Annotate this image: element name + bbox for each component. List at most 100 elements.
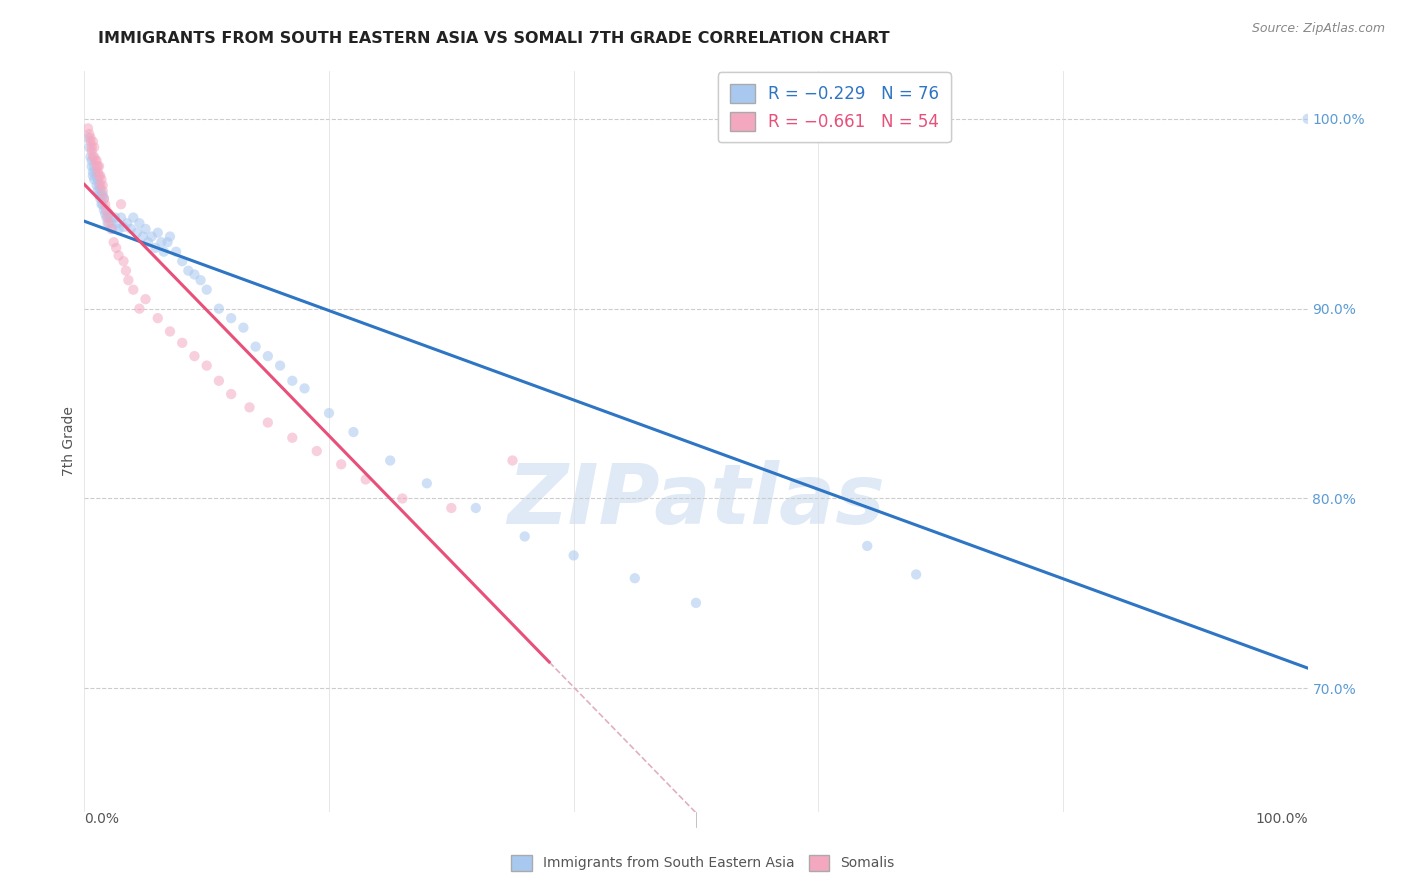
Point bbox=[82, 169, 104, 183]
Text: 0.0%: 0.0% bbox=[84, 812, 120, 826]
Text: IMMIGRANTS FROM SOUTH EASTERN ASIA VS SOMALI 7TH GRADE CORRELATION CHART: IMMIGRANTS FROM SOUTH EASTERN ASIA VS SO… bbox=[98, 31, 890, 46]
Point bbox=[82, 135, 104, 149]
Point bbox=[79, 135, 101, 149]
Point bbox=[153, 244, 176, 259]
Point bbox=[156, 235, 179, 250]
Point bbox=[135, 222, 157, 236]
Point bbox=[96, 202, 118, 217]
Point bbox=[101, 222, 124, 236]
Point bbox=[100, 216, 122, 230]
Point bbox=[905, 567, 928, 582]
Point bbox=[143, 241, 166, 255]
Point bbox=[87, 172, 110, 186]
Point bbox=[110, 211, 132, 225]
Point bbox=[305, 444, 328, 458]
Point bbox=[80, 159, 103, 173]
Point bbox=[440, 500, 463, 515]
Point bbox=[90, 172, 112, 186]
Point bbox=[122, 283, 145, 297]
Point bbox=[83, 159, 105, 173]
Point bbox=[159, 325, 181, 339]
Point bbox=[856, 539, 879, 553]
Point bbox=[219, 387, 242, 401]
Point bbox=[87, 165, 110, 179]
Point bbox=[172, 335, 194, 350]
Point bbox=[97, 207, 120, 221]
Point bbox=[562, 549, 585, 563]
Point bbox=[86, 153, 108, 168]
Point bbox=[183, 268, 205, 282]
Point bbox=[117, 273, 139, 287]
Point bbox=[107, 248, 129, 262]
Point bbox=[135, 292, 157, 306]
Point bbox=[87, 169, 110, 183]
Point bbox=[195, 283, 218, 297]
Point bbox=[190, 273, 212, 287]
Point bbox=[132, 229, 155, 244]
Point bbox=[87, 159, 110, 173]
Point bbox=[82, 165, 104, 179]
Point bbox=[354, 473, 377, 487]
Point bbox=[416, 476, 439, 491]
Y-axis label: 7th Grade: 7th Grade bbox=[62, 407, 76, 476]
Point bbox=[257, 416, 280, 430]
Point bbox=[87, 159, 110, 173]
Point bbox=[89, 178, 111, 193]
Point bbox=[97, 216, 120, 230]
Point bbox=[183, 349, 205, 363]
Point bbox=[318, 406, 340, 420]
Point bbox=[100, 222, 122, 236]
Point bbox=[281, 431, 304, 445]
Point bbox=[257, 349, 280, 363]
Legend: Immigrants from South Eastern Asia, Somalis: Immigrants from South Eastern Asia, Soma… bbox=[506, 849, 900, 876]
Point bbox=[104, 211, 127, 225]
Point bbox=[238, 401, 260, 415]
Point bbox=[91, 197, 114, 211]
Point bbox=[380, 453, 402, 467]
Point bbox=[685, 596, 707, 610]
Point bbox=[105, 216, 128, 230]
Point bbox=[91, 178, 114, 193]
Point bbox=[93, 192, 115, 206]
Point bbox=[86, 178, 108, 193]
Point bbox=[83, 150, 105, 164]
Point bbox=[146, 311, 169, 326]
Text: 100.0%: 100.0% bbox=[1256, 812, 1308, 826]
Point bbox=[87, 187, 110, 202]
Point bbox=[77, 130, 100, 145]
Point bbox=[1296, 112, 1319, 126]
Point bbox=[342, 425, 364, 439]
Point bbox=[141, 229, 163, 244]
Point bbox=[128, 216, 150, 230]
Point bbox=[177, 263, 200, 277]
Point bbox=[269, 359, 291, 373]
Point bbox=[83, 172, 105, 186]
Point bbox=[120, 222, 142, 236]
Point bbox=[391, 491, 413, 506]
Point bbox=[115, 216, 138, 230]
Point bbox=[97, 216, 120, 230]
Point bbox=[77, 121, 100, 136]
Point bbox=[107, 222, 129, 236]
Point bbox=[89, 192, 111, 206]
Point bbox=[94, 207, 117, 221]
Legend: R = −0.229   N = 76, R = −0.661   N = 54: R = −0.229 N = 76, R = −0.661 N = 54 bbox=[718, 72, 950, 143]
Point bbox=[105, 241, 128, 255]
Point bbox=[79, 130, 101, 145]
Point bbox=[208, 374, 231, 388]
Point bbox=[89, 182, 111, 196]
Text: Source: ZipAtlas.com: Source: ZipAtlas.com bbox=[1251, 22, 1385, 36]
Point bbox=[90, 187, 112, 202]
Point bbox=[80, 140, 103, 154]
Point bbox=[513, 529, 536, 543]
Point bbox=[330, 458, 353, 472]
Point bbox=[219, 311, 242, 326]
Point bbox=[77, 140, 100, 154]
Point bbox=[87, 178, 110, 193]
Point bbox=[294, 381, 316, 395]
Point bbox=[87, 184, 110, 198]
Point bbox=[159, 229, 181, 244]
Point bbox=[122, 211, 145, 225]
Point bbox=[86, 169, 108, 183]
Point bbox=[208, 301, 231, 316]
